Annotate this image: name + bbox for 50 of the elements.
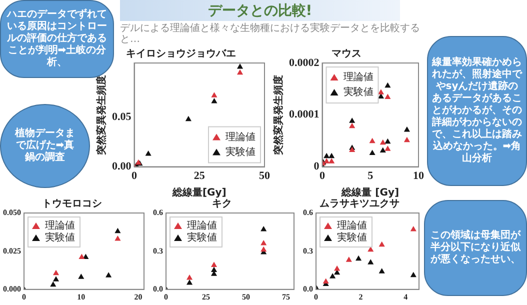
y-tick-label: 0.0 [153, 284, 163, 294]
y-tick-label: 0.05 [112, 111, 132, 124]
text: 線量率効果確かめられたが、照射途中でやsyんだけ遺跡のあるデータがあることがわかるが、その詳細がわからないので、これ以上は踏み込めなかった。➡角山分析 [432, 57, 522, 164]
y-tick-label: 0.0002 [289, 56, 320, 69]
legend-label: 実験値 [45, 232, 75, 244]
legend-label: 理論値 [226, 130, 256, 143]
chart-title: トウモロコシ [42, 198, 102, 210]
x-tick-label: 2 [358, 292, 363, 302]
y-tick-label: 0.050 [3, 208, 21, 218]
legend-label: 理論値 [337, 220, 367, 232]
legend-label: 実験値 [226, 146, 256, 158]
text: データとの比較! [120, 0, 400, 21]
legend-label: 実験値 [343, 86, 374, 98]
y-axis-title: 突然変異発生頻度 [96, 74, 108, 156]
chart-title: キイロショウジョウバエ [126, 48, 236, 60]
y-tick-label: 0 [314, 160, 320, 173]
x-axis-title: 総線量[Gy] [171, 186, 226, 199]
y-tick-label: 0.0001 [289, 108, 320, 121]
y-tick-label: 0.6 [153, 208, 163, 218]
text: ハエのデータでずれている原因はコントロールの評価の仕方であることが判明➡土岐の分析、 [7, 9, 107, 68]
x-tick-label: 10 [77, 292, 86, 302]
x-tick-label: 50 [259, 170, 270, 182]
x-tick-label: 25 [194, 170, 206, 182]
y-tick-label: 0.025 [3, 246, 21, 256]
chart-title: マウス [332, 48, 362, 60]
x-tick-label: 20 [134, 292, 142, 302]
y-tick-label: 0.3 [153, 246, 163, 256]
x-tick-label: 4 [404, 292, 408, 302]
y-tick-label: 0.000 [3, 284, 21, 294]
x-tick-label: 75 [282, 292, 290, 302]
x-tick-label: 50 [242, 292, 250, 302]
x-tick-label: 25 [202, 292, 210, 302]
legend-label: 理論値 [187, 220, 217, 232]
y-tick-label: 0.0 [303, 284, 313, 294]
legend-label: 実験値 [187, 232, 217, 244]
text: デルによる理論値と様々な生物種における実験データとを比較すると… [120, 22, 421, 46]
x-tick-label: 5 [368, 170, 374, 182]
legend-label: 理論値 [343, 71, 374, 84]
y-tick-label: 0.00 [112, 160, 132, 173]
chart-title: キク [212, 198, 232, 210]
y-tick-label: 0.3 [303, 246, 313, 256]
chart-title: ムラサキツユクサ [320, 198, 400, 210]
x-axis-title: 総線量 [Gy] [340, 186, 400, 199]
y-axis-title: 突然変異発生頻度 [272, 74, 285, 156]
x-tick-label: 10 [413, 170, 424, 182]
text: この領域は母集団が半分以下になり近似が悪くなったせい、 [424, 200, 527, 296]
text: 植物データまで広げた➡真鍋の調査 [0, 104, 90, 188]
legend-label: 実験値 [337, 232, 367, 244]
legend-label: 理論値 [45, 220, 75, 232]
y-tick-label: 0.6 [303, 208, 313, 218]
